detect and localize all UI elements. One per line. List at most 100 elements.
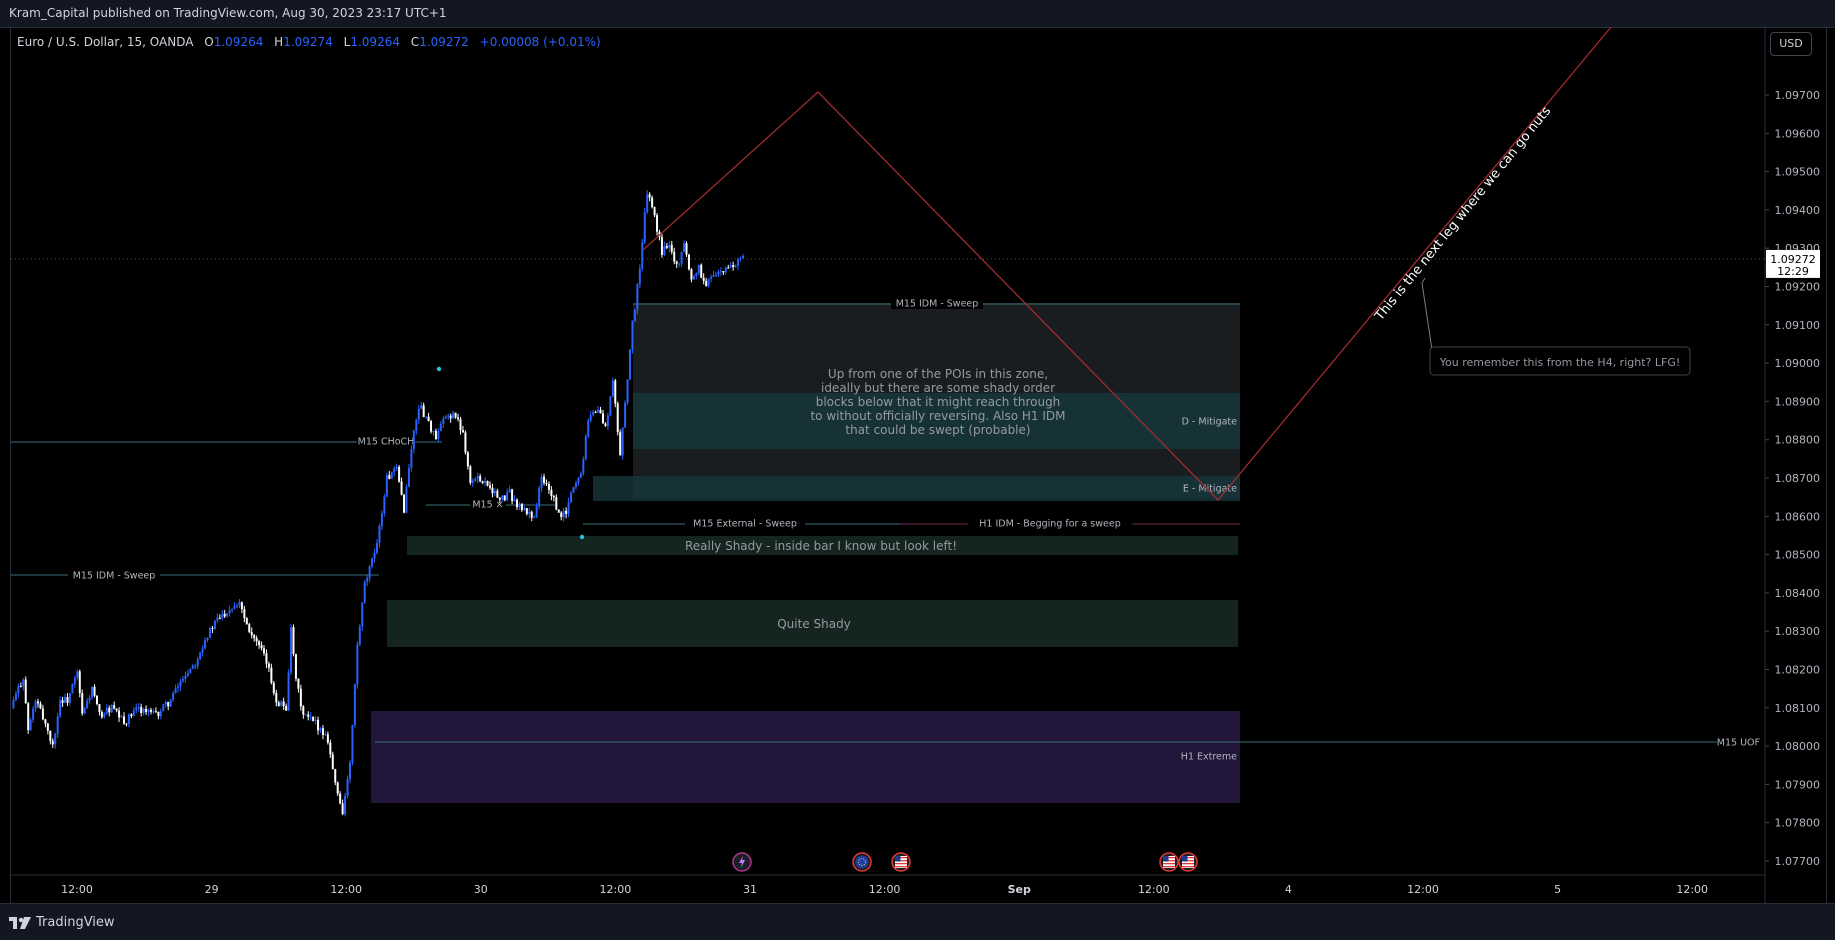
candle-body <box>560 512 563 518</box>
candle-body <box>250 632 253 636</box>
zones-layer <box>371 303 1240 803</box>
candle-body <box>599 409 602 414</box>
tradingview-logo[interactable]: TradingView <box>9 915 115 930</box>
callout-text: You remember this from the H4, right? LF… <box>1439 356 1681 369</box>
level-label-e-mitigate: E - Mitigate <box>1183 484 1237 495</box>
candle-body <box>162 704 165 712</box>
next-leg-text: This is the next leg where we can go nut… <box>1372 104 1555 325</box>
callout-pointer <box>1421 277 1433 351</box>
candle-body <box>400 481 403 495</box>
candle-body <box>282 701 285 707</box>
candle-body <box>592 411 595 416</box>
candle-body <box>177 686 180 689</box>
candle-body <box>132 710 135 717</box>
symbol-name[interactable]: Euro / U.S. Dollar, 15, OANDA <box>17 35 194 49</box>
candle-body <box>226 613 229 617</box>
candle-body <box>22 679 25 687</box>
candle-body <box>611 380 614 397</box>
price-tick-label: 1.08100 <box>1775 702 1821 715</box>
eu-flag-fill <box>855 855 869 869</box>
candle-body <box>118 710 121 718</box>
time-tick-label: 29 <box>205 883 219 896</box>
candle-body <box>609 396 612 416</box>
candle-body <box>474 478 477 481</box>
level-label-bg <box>356 435 416 447</box>
candle-body <box>540 476 543 489</box>
candle-body <box>491 487 494 494</box>
candle-body <box>683 243 686 252</box>
candle-body <box>68 693 71 703</box>
candle-body <box>594 411 597 413</box>
candle-body <box>314 719 317 721</box>
candle-body <box>371 558 374 567</box>
candle-body <box>511 489 514 502</box>
currency-button[interactable]: USD <box>1770 32 1812 56</box>
candle-body <box>643 212 646 243</box>
candle-body <box>344 795 347 815</box>
change-value: +0.00008 (+0.01%) <box>479 35 601 49</box>
publisher-text: Kram_Capital published on TradingView.co… <box>9 6 447 20</box>
candle-body <box>208 628 211 638</box>
us-flag-stripe <box>1163 857 1175 859</box>
candle-body <box>724 267 727 273</box>
candle-body <box>140 707 143 713</box>
swing-dot-high <box>436 366 442 372</box>
candle-body <box>238 602 241 606</box>
level-label-bg <box>685 517 805 529</box>
candle-body <box>324 734 327 736</box>
zone-h1-extreme <box>371 711 1240 803</box>
candle-body <box>100 711 103 718</box>
footer-bar: TradingView <box>0 903 1835 940</box>
candle-body <box>464 432 467 453</box>
chart-frame <box>10 27 1827 903</box>
candle-body <box>518 503 521 508</box>
candle-body <box>189 668 192 674</box>
candle-body <box>442 418 445 424</box>
candle-body <box>469 466 472 483</box>
candle-body <box>493 490 496 494</box>
eu-flag-stars <box>858 858 866 866</box>
candle-body <box>292 627 295 655</box>
candle-body <box>407 467 410 487</box>
candle-body <box>702 277 705 281</box>
candle-body <box>98 703 101 712</box>
candle-body <box>255 638 258 642</box>
candle-body <box>297 678 300 689</box>
candle-body <box>204 640 207 649</box>
price-tick-label: 1.09600 <box>1775 127 1821 140</box>
candle-body <box>589 415 592 421</box>
candle-body <box>91 686 94 698</box>
candle-body <box>420 405 423 409</box>
candle-body <box>648 194 651 198</box>
candle-body <box>430 421 433 432</box>
candle-body <box>665 246 668 248</box>
candle-body <box>235 605 238 607</box>
candle-body <box>636 284 639 310</box>
candle-body <box>17 686 20 694</box>
time-tick-label: 12:00 <box>1138 883 1170 896</box>
candle-body <box>24 679 27 704</box>
candle-body <box>317 719 320 731</box>
candle-body <box>668 244 671 248</box>
candle-body <box>415 419 418 431</box>
candle-body <box>670 244 673 252</box>
candle-body <box>83 707 86 714</box>
candle-body <box>223 613 226 617</box>
candle-body <box>368 566 371 579</box>
candle-body <box>584 436 587 459</box>
time-tick-label: 5 <box>1554 883 1561 896</box>
us-flag-stripe <box>895 863 907 865</box>
candle-body <box>501 495 504 500</box>
candle-body <box>383 496 386 514</box>
candle-body <box>543 476 546 483</box>
candle-body <box>115 708 118 711</box>
candle-body <box>122 716 125 724</box>
candle-body <box>218 617 221 619</box>
candle-body <box>550 489 553 497</box>
candle-body <box>329 742 332 755</box>
candle-body <box>19 686 22 688</box>
candle-body <box>523 508 526 510</box>
candle-body <box>339 793 342 804</box>
open-value: 1.09264 <box>213 35 264 49</box>
